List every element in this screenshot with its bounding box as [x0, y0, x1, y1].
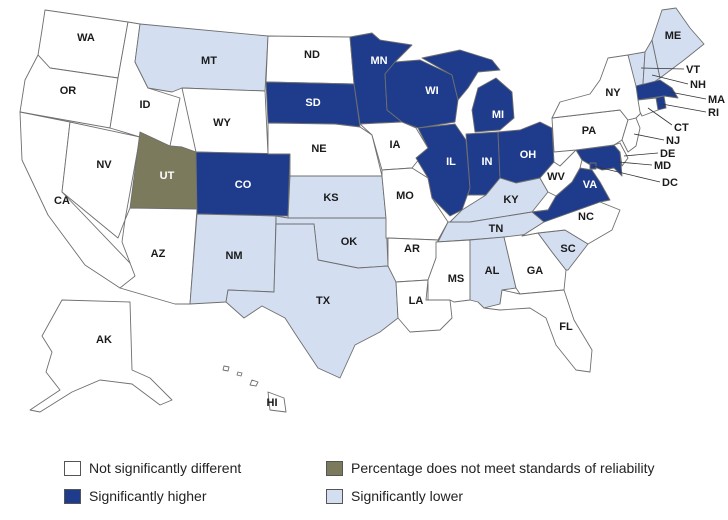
label-mn: MN [370, 55, 387, 67]
leader-ct [647, 107, 673, 126]
label-ok: OK [341, 236, 358, 248]
label-in: IN [482, 156, 493, 168]
label-de: DE [660, 148, 675, 160]
label-mi: MI [492, 109, 504, 121]
label-dc: DC [662, 177, 678, 189]
state-nc [521, 201, 621, 245]
leader-nh [651, 74, 689, 85]
label-vt: VT [686, 64, 700, 76]
leader-nj [633, 133, 665, 141]
label-wi: WI [425, 85, 438, 97]
label-tn: TN [489, 223, 504, 235]
label-ct: CT [674, 122, 689, 134]
legend-label-not-different: Not significantly different [89, 460, 242, 476]
label-mt: MT [201, 55, 217, 67]
label-il: IL [446, 156, 456, 168]
label-ne: NE [311, 143, 326, 155]
label-ut: UT [160, 170, 175, 182]
state-tx [225, 223, 399, 379]
label-nh: NH [690, 79, 706, 91]
state-me [651, 7, 705, 79]
leader-dc [592, 165, 661, 183]
label-ca: CA [54, 195, 70, 207]
label-ri: RI [708, 107, 719, 119]
label-nm: NM [225, 250, 242, 262]
label-nc: NC [578, 211, 594, 223]
state-va [531, 167, 611, 223]
label-wv: WV [547, 171, 565, 183]
label-pa: PA [582, 125, 597, 137]
legend-swatch-lower [326, 488, 343, 504]
label-mo: MO [396, 190, 414, 202]
leader-vt [640, 67, 685, 70]
label-ny: NY [605, 87, 621, 99]
label-me: ME [665, 30, 682, 42]
label-ks: KS [323, 192, 338, 204]
legend-item-lower: Significantly lower [326, 488, 463, 504]
legend-item-unreliable: Percentage does not meet standards of re… [326, 460, 655, 476]
label-id: ID [140, 99, 151, 111]
state-nv [61, 121, 141, 239]
map-legend: Not significantly different Percentage d… [0, 452, 728, 520]
label-ma: MA [708, 94, 725, 106]
legend-label-lower: Significantly lower [351, 488, 464, 504]
label-ky: KY [503, 194, 519, 206]
label-nj: NJ [666, 135, 680, 147]
label-ga: GA [527, 265, 544, 277]
state-il [415, 123, 471, 217]
label-hi: HI [267, 397, 278, 409]
label-nd: ND [304, 49, 320, 61]
label-ar: AR [404, 243, 420, 255]
label-nv: NV [96, 159, 112, 171]
leader-ma [669, 91, 707, 100]
label-az: AZ [151, 248, 166, 260]
label-oh: OH [520, 149, 537, 161]
label-md: MD [654, 160, 671, 172]
state-mi [421, 49, 515, 133]
label-ia: IA [390, 139, 401, 151]
state-wi [384, 59, 459, 129]
label-sd: SD [305, 97, 320, 109]
label-ms: MS [448, 273, 465, 285]
legend-swatch-higher [64, 488, 81, 504]
leader-de [623, 152, 659, 157]
label-va: VA [583, 179, 598, 191]
state-fl [483, 289, 593, 373]
state-wv [539, 149, 583, 197]
legend-label-unreliable: Percentage does not meet standards of re… [351, 460, 655, 476]
legend-item-higher: Significantly higher [64, 488, 207, 504]
label-co: CO [235, 179, 252, 191]
label-sc: SC [560, 243, 575, 255]
label-or: OR [60, 85, 77, 97]
legend-swatch-unreliable [326, 460, 343, 476]
leader-md [617, 161, 653, 166]
state-de [613, 142, 629, 167]
label-la: LA [409, 295, 424, 307]
legend-swatch-not-different [64, 460, 81, 476]
legend-label-higher: Significantly higher [89, 488, 207, 504]
us-state-map: WA OR CA ID NV MT WY UT AZ CO NM ND SD N… [19, 7, 725, 413]
state-nj [621, 117, 641, 153]
leader-ri [661, 103, 707, 113]
label-fl: FL [559, 321, 573, 333]
label-ak: AK [96, 334, 112, 346]
label-wa: WA [77, 32, 95, 44]
label-al: AL [485, 265, 500, 277]
state-ak [29, 299, 173, 413]
state-la [395, 279, 453, 333]
label-tx: TX [316, 295, 331, 307]
legend-item-not-different: Not significantly different [64, 460, 241, 476]
state-hi [222, 365, 287, 413]
state-ny [551, 54, 643, 121]
label-wy: WY [213, 117, 231, 129]
